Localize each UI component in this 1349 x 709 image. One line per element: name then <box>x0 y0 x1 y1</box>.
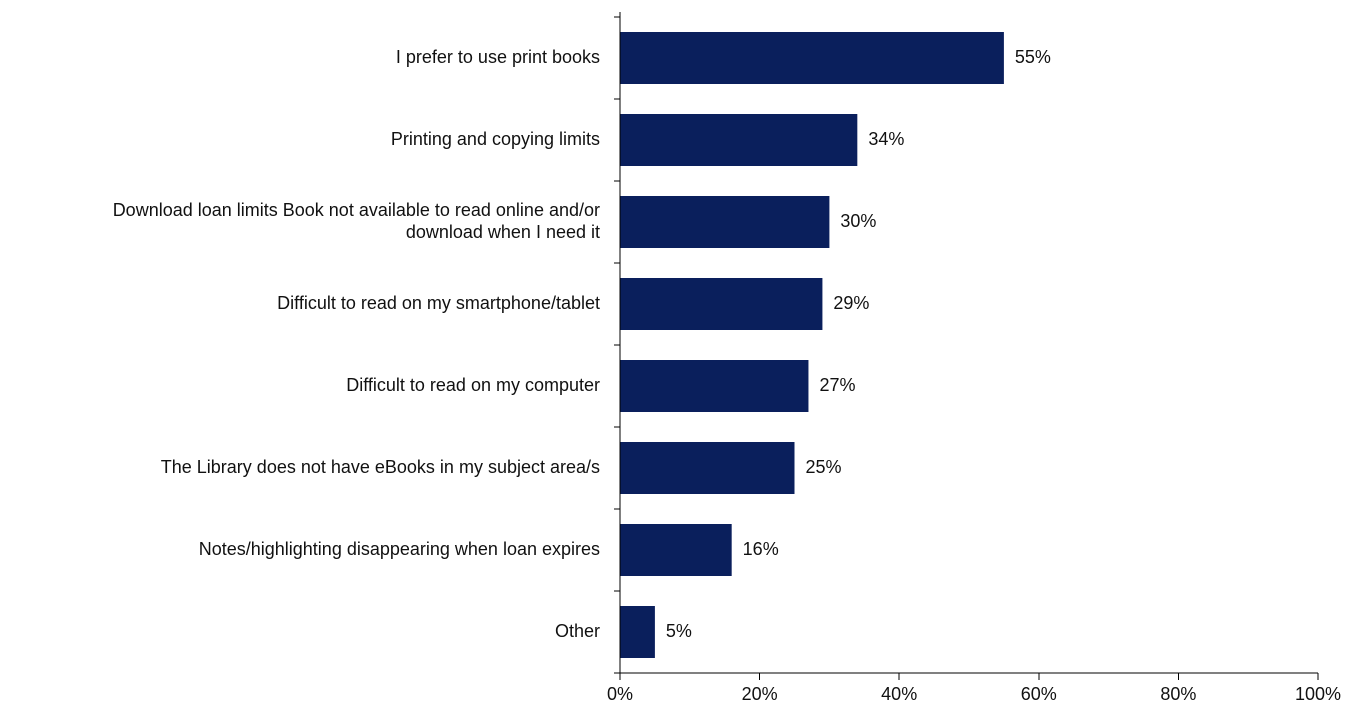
category-label-line: Difficult to read on my smartphone/table… <box>277 293 600 313</box>
category-labels: I prefer to use print books Printing and … <box>113 47 600 641</box>
bar-1 <box>620 32 1004 84</box>
axis-layer <box>614 12 1319 680</box>
value-label-8: 5% <box>666 621 692 641</box>
x-tick-label-0: 0% <box>607 684 633 704</box>
value-label-3: 30% <box>840 211 876 231</box>
category-label-7: Notes/highlighting disappearing when loa… <box>199 539 600 559</box>
bar-4 <box>620 278 823 330</box>
value-label-7: 16% <box>743 539 779 559</box>
category-label-line: download when I need it <box>406 222 600 242</box>
x-tick-labels: 0% 20% 40% 60% 80% 100% <box>607 684 1341 704</box>
category-label-6: The Library does not have eBooks in my s… <box>161 457 600 477</box>
x-tick-label-100: 100% <box>1295 684 1341 704</box>
x-tick-label-20: 20% <box>742 684 778 704</box>
category-label-5: Difficult to read on my computer <box>346 375 600 395</box>
category-label-line: Other <box>555 621 600 641</box>
x-tick-label-40: 40% <box>881 684 917 704</box>
bars-layer <box>620 32 1004 658</box>
value-label-6: 25% <box>806 457 842 477</box>
value-label-1: 55% <box>1015 47 1051 67</box>
category-label-line: Notes/highlighting disappearing when loa… <box>199 539 600 559</box>
bar-2 <box>620 114 858 166</box>
value-label-2: 34% <box>868 129 904 149</box>
bar-6 <box>620 442 795 494</box>
category-label-line: The Library does not have eBooks in my s… <box>161 457 600 477</box>
category-label-line: Printing and copying limits <box>391 129 600 149</box>
category-label-line: Download loan limits Book not available … <box>113 200 600 220</box>
bar-3 <box>620 196 830 248</box>
category-label-8: Other <box>555 621 600 641</box>
category-label-line: Difficult to read on my computer <box>346 375 600 395</box>
category-label-3: Download loan limits Book not available … <box>113 200 600 242</box>
x-tick-label-80: 80% <box>1160 684 1196 704</box>
category-label-4: Difficult to read on my smartphone/table… <box>277 293 600 313</box>
category-label-2: Printing and copying limits <box>391 129 600 149</box>
value-labels: 55% 34% 30% 29% 27% 25% 16% 5% <box>666 47 1051 641</box>
value-label-4: 29% <box>833 293 869 313</box>
bar-5 <box>620 360 809 412</box>
bar-8 <box>620 606 655 658</box>
category-label-1: I prefer to use print books <box>396 47 600 67</box>
x-tick-label-60: 60% <box>1021 684 1057 704</box>
category-label-line: I prefer to use print books <box>396 47 600 67</box>
bar-7 <box>620 524 732 576</box>
value-label-5: 27% <box>819 375 855 395</box>
